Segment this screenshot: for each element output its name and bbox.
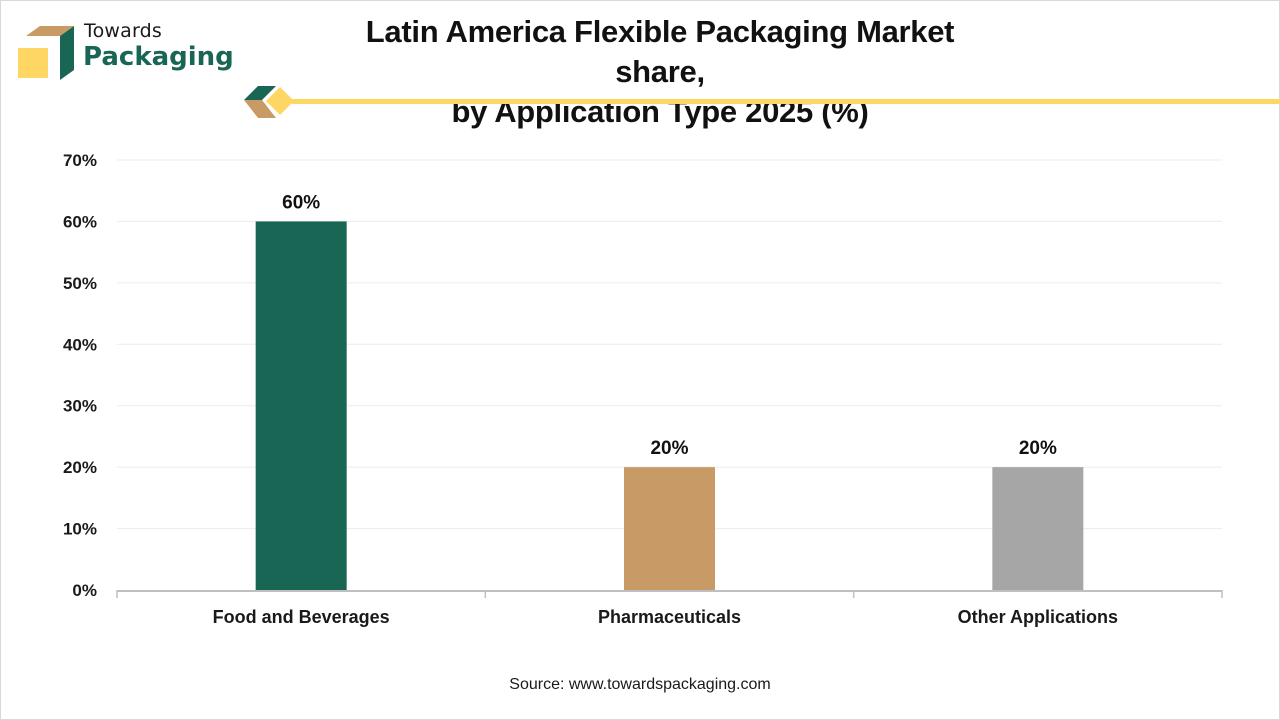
y-axis-ticks: 0% 10% 20% 30% 40% 50% 60% 70% bbox=[63, 151, 97, 600]
brand-name-bottom: Packaging bbox=[83, 42, 234, 72]
category-label: Other Applications bbox=[958, 607, 1118, 627]
source-note: Source: www.towardspackaging.com bbox=[509, 676, 771, 693]
chart-title: Latin America Flexible Packaging Market … bbox=[330, 12, 990, 132]
y-tick-label: 20% bbox=[63, 458, 97, 477]
y-tick-label: 50% bbox=[63, 274, 97, 293]
box-logo-icon bbox=[18, 26, 74, 80]
y-tick-label: 0% bbox=[72, 581, 97, 600]
chevron-tan-icon bbox=[244, 100, 276, 118]
bars bbox=[255, 221, 1084, 590]
brand-name-top: Towards bbox=[84, 20, 163, 42]
bar-pharmaceuticals bbox=[624, 467, 715, 590]
data-label: 20% bbox=[1019, 438, 1057, 459]
bar-food-and-beverages bbox=[255, 221, 347, 590]
y-tick-label: 40% bbox=[63, 335, 97, 354]
y-tick-label: 70% bbox=[63, 151, 97, 170]
bar-other-applications bbox=[992, 467, 1084, 590]
data-label: 60% bbox=[282, 192, 320, 213]
data-labels: 60% 20% 20% bbox=[282, 192, 1057, 459]
data-label: 20% bbox=[650, 438, 688, 459]
category-label: Pharmaceuticals bbox=[598, 607, 741, 627]
category-labels: Food and Beverages Pharmaceuticals Other A… bbox=[213, 607, 1118, 627]
title-divider bbox=[244, 86, 1280, 118]
diamond-icon bbox=[266, 87, 294, 115]
x-axis bbox=[116, 590, 1223, 598]
y-tick-label: 30% bbox=[63, 397, 97, 416]
chart-title-line1: Latin America Flexible Packaging Market … bbox=[365, 14, 955, 89]
divider-line bbox=[292, 99, 1280, 104]
category-label: Food and Beverages bbox=[213, 607, 390, 627]
y-tick-label: 10% bbox=[63, 520, 97, 539]
chevron-green-icon bbox=[244, 86, 276, 100]
y-tick-label: 60% bbox=[63, 212, 97, 231]
brand-logo: Towards Packaging bbox=[18, 20, 238, 82]
